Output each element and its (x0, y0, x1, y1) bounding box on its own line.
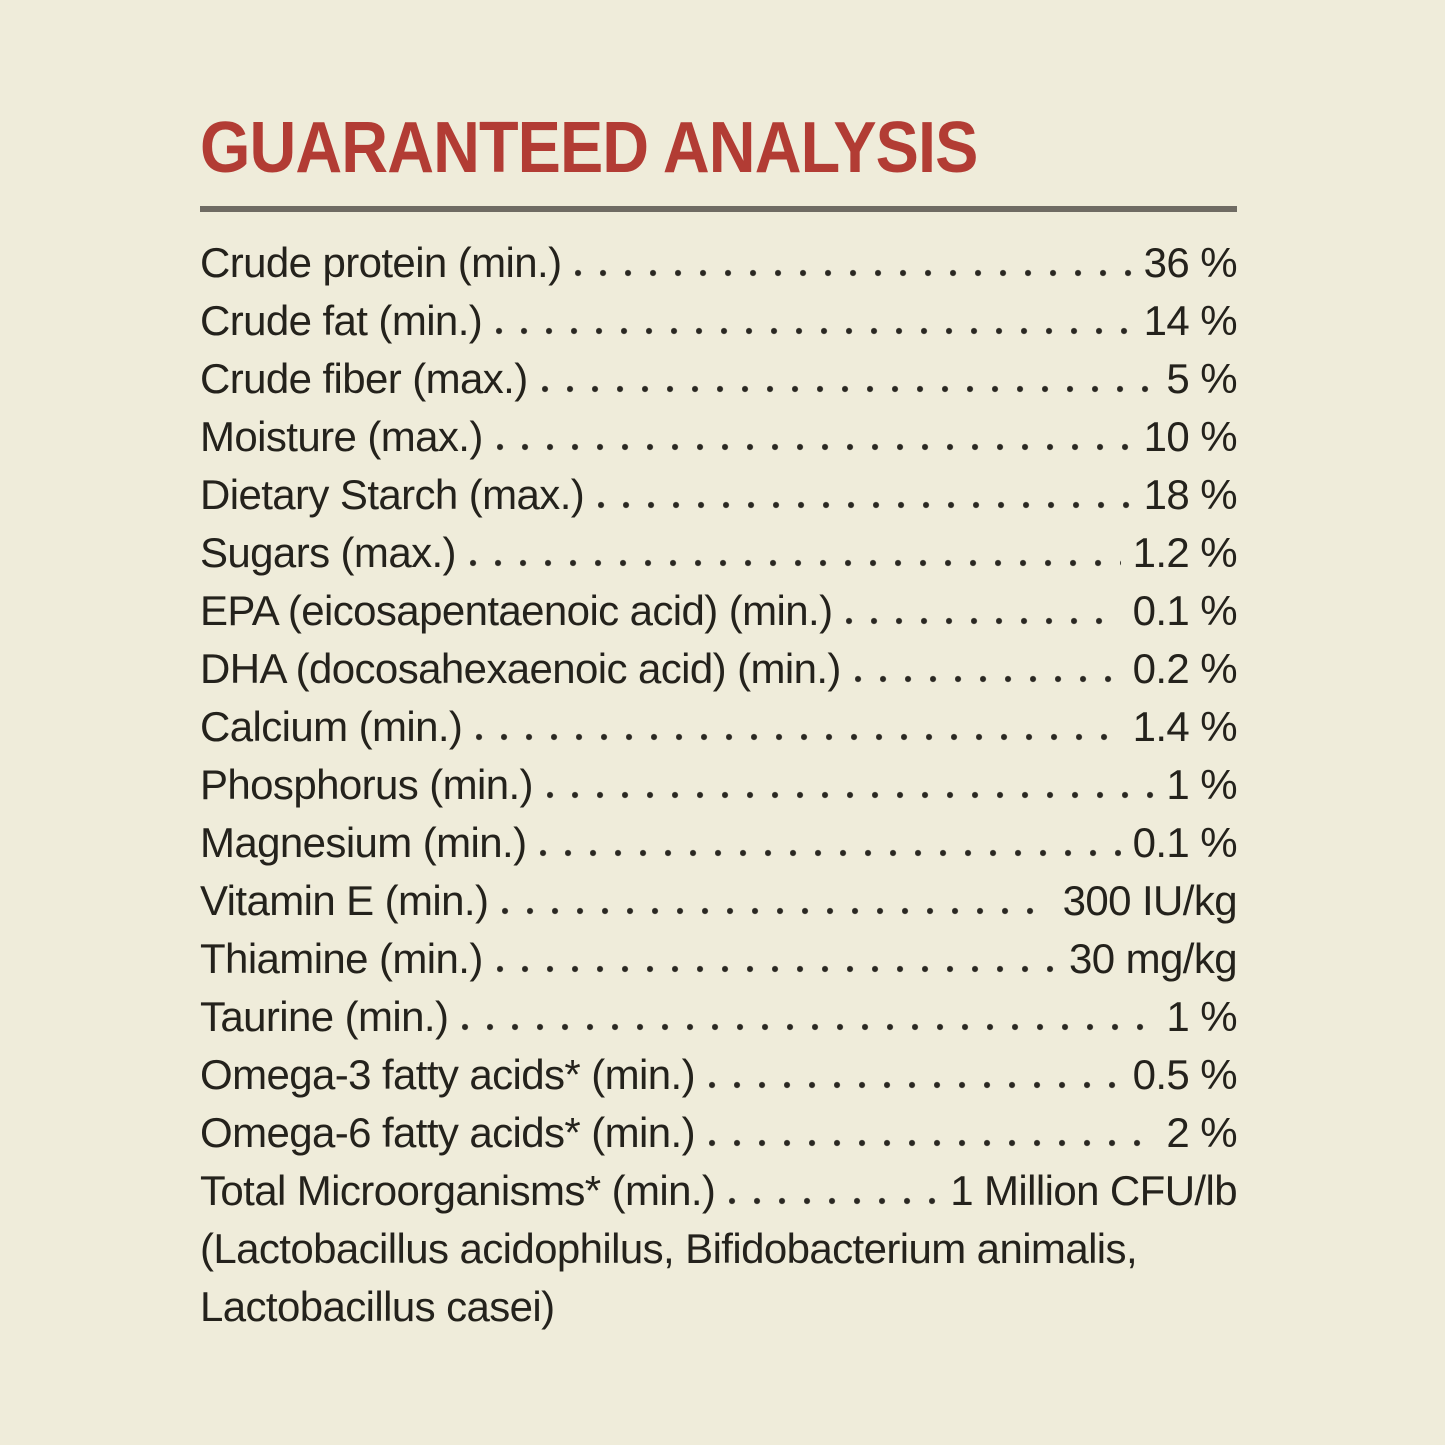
page-title: GUARANTEED ANALYSIS (200, 108, 978, 188)
analysis-row: Thiamine (min.) 30 mg/kg (200, 930, 1238, 988)
analysis-table: Crude protein (min.) 36 % Crude fat (min… (200, 234, 1238, 1336)
nutrient-label: Crude fat (min.) (200, 297, 483, 344)
analysis-row: Omega-6 fatty acids* (min.) 2 % (200, 1104, 1238, 1162)
nutrient-label: Taurine (min.) (200, 993, 449, 1040)
nutrient-label: Vitamin E (min.) (200, 877, 489, 924)
analysis-row: Vitamin E (min.) 300 IU/kg (200, 872, 1238, 930)
analysis-row: Phosphorus (min.) 1 % (200, 756, 1238, 814)
dot-leader (496, 965, 1058, 973)
analysis-row: Taurine (min.) 1 % (200, 988, 1238, 1046)
nutrient-value: 1 % (1166, 993, 1237, 1040)
nutrient-value: 36 % (1143, 239, 1238, 286)
dot-leader (729, 1197, 939, 1205)
nutrient-label: Dietary Starch (max.) (200, 471, 585, 518)
nutrient-label: Crude fiber (max.) (200, 355, 528, 402)
nutrient-label: Thiamine (min.) (200, 935, 483, 982)
nutrient-value: 0.1 % (1132, 819, 1238, 866)
analysis-row: Moisture (max.) 10 % (200, 408, 1238, 466)
continuation-line: (Lactobacillus acidophilus, Bifidobacter… (200, 1225, 1138, 1272)
title-divider (200, 206, 1237, 212)
nutrient-value: 14 % (1143, 297, 1238, 344)
analysis-row: Omega-3 fatty acids* (min.) 0.5 % (200, 1046, 1238, 1104)
analysis-row: EPA (eicosapentaenoic acid) (min.) 0.1 % (200, 582, 1238, 640)
nutrient-value: 1.2 % (1132, 529, 1238, 576)
analysis-row: Dietary Starch (max.) 18 % (200, 466, 1238, 524)
nutrient-label: Omega-6 fatty acids* (min.) (200, 1109, 696, 1156)
dot-leader (708, 1081, 1121, 1089)
analysis-row: Crude fat (min.) 14 % (200, 292, 1238, 350)
nutrient-value: 30 mg/kg (1069, 935, 1238, 982)
nutrient-label: Crude protein (min.) (200, 239, 562, 286)
analysis-row: Magnesium (min.) 0.1 % (200, 814, 1238, 872)
nutrient-value: 0.1 % (1132, 587, 1238, 634)
analysis-row: Total Microorganisms* (min.) 1 Million C… (200, 1162, 1238, 1220)
analysis-row: Calcium (min.) 1.4 % (200, 698, 1238, 756)
dot-leader (462, 1023, 1155, 1031)
dot-leader (708, 1139, 1155, 1147)
dot-leader (502, 907, 1051, 915)
analysis-row: Sugars (max.) 1.2 % (200, 524, 1238, 582)
analysis-row: Crude fiber (max.) 5 % (200, 350, 1238, 408)
nutrient-value: 10 % (1143, 413, 1238, 460)
dot-leader (854, 675, 1121, 683)
nutrient-label: Moisture (max.) (200, 413, 483, 460)
nutrient-label: EPA (eicosapentaenoic acid) (min.) (200, 587, 833, 634)
nutrient-label: Phosphorus (min.) (200, 761, 534, 808)
dot-leader (546, 791, 1155, 799)
nutrient-value: 0.5 % (1132, 1051, 1238, 1098)
nutrient-label: Total Microorganisms* (min.) (200, 1167, 716, 1214)
nutrient-label: DHA (docosahexaenoic acid) (min.) (200, 645, 841, 692)
nutrient-value: 2 % (1166, 1109, 1237, 1156)
dot-leader (496, 443, 1132, 451)
nutrient-label: Calcium (min.) (200, 703, 463, 750)
dot-leader (476, 733, 1121, 741)
continuation-line: Lactobacillus casei) (200, 1283, 555, 1330)
nutrient-label: Sugars (max.) (200, 529, 457, 576)
nutrient-value: 300 IU/kg (1062, 877, 1238, 924)
dot-leader (541, 385, 1155, 393)
dot-leader (598, 501, 1132, 509)
nutrient-label: Omega-3 fatty acids* (min.) (200, 1051, 696, 1098)
nutrient-value: 18 % (1143, 471, 1238, 518)
dot-leader (846, 617, 1121, 625)
nutrient-value: 5 % (1166, 355, 1237, 402)
analysis-row: Crude protein (min.) 36 % (200, 234, 1238, 292)
dot-leader (469, 559, 1121, 567)
nutrient-label: Magnesium (min.) (200, 819, 527, 866)
analysis-row: DHA (docosahexaenoic acid) (min.) 0.2 % (200, 640, 1238, 698)
nutrient-value: 1.4 % (1132, 703, 1238, 750)
nutrient-value: 1 Million CFU/lb (950, 1167, 1237, 1214)
dot-leader (575, 269, 1132, 277)
nutrient-value: 1 % (1166, 761, 1237, 808)
nutrient-value: 0.2 % (1132, 645, 1238, 692)
dot-leader (540, 849, 1121, 857)
dot-leader (496, 327, 1132, 335)
